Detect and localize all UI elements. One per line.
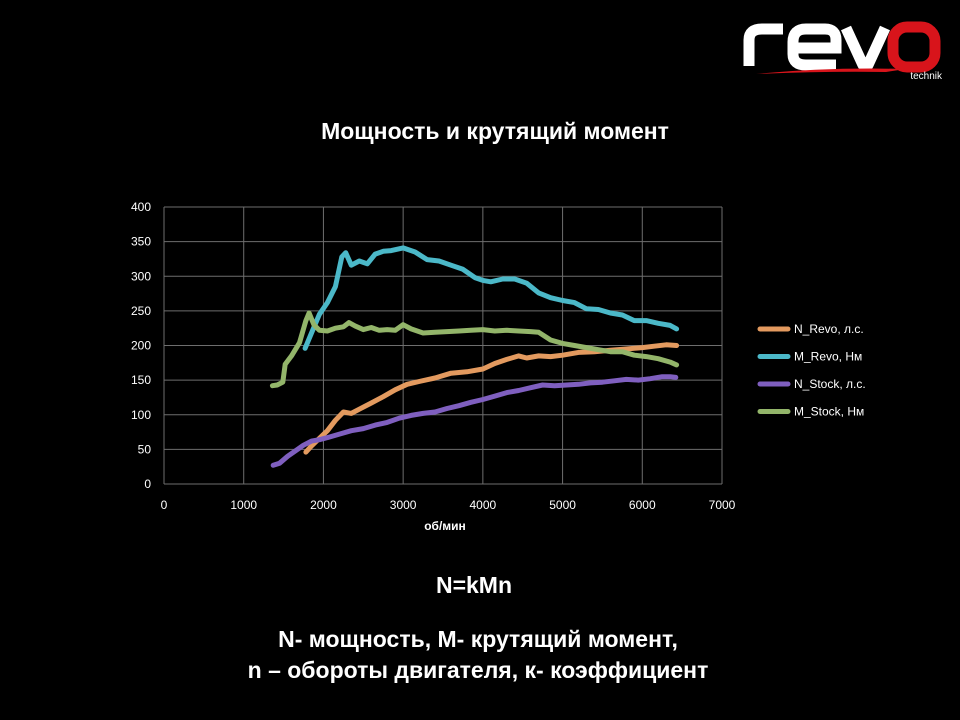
y-tick-label: 150: [131, 373, 151, 387]
description-line-2: n – обороты двигателя, к- коэффициент: [247, 657, 709, 683]
logo-letter-e: [787, 23, 842, 71]
x-tick-label: 5000: [549, 498, 576, 512]
logo-letter-v: [841, 25, 890, 71]
logo-letter-r: [743, 23, 783, 66]
y-tick-label: 100: [131, 408, 151, 422]
x-tick-label: 2000: [310, 498, 337, 512]
y-tick-label: 0: [144, 477, 151, 491]
x-tick-label: 0: [161, 498, 168, 512]
series-line-2: [302, 245, 680, 351]
formula-text: N=kMn: [435, 572, 513, 598]
legend-label: M_Stock, Нм: [794, 405, 864, 419]
description-line-1: N- мощность, M- крутящий момент,: [278, 626, 678, 652]
y-tick-label: 250: [131, 304, 151, 318]
legend-label: M_Revo, Нм: [794, 350, 862, 364]
y-tick-label: 350: [131, 235, 151, 249]
chart-title: Мощность и крутящий момент: [321, 118, 669, 144]
x-axis-title: об/мин: [424, 519, 466, 533]
series-line-3: [270, 374, 679, 468]
legend-label: N_Revo, л.с.: [794, 322, 864, 336]
y-tick-label: 50: [138, 442, 152, 456]
x-tick-label: 4000: [470, 498, 497, 512]
legend-label: N_Stock, л.с.: [794, 377, 866, 391]
logo-letter-o: [887, 21, 941, 73]
revo-technik-logo: technik: [736, 16, 948, 86]
x-tick-label: 3000: [390, 498, 417, 512]
y-tick-label: 300: [131, 269, 151, 283]
y-tick-label: 400: [131, 200, 151, 214]
x-tick-label: 6000: [629, 498, 656, 512]
x-tick-label: 7000: [709, 498, 736, 512]
logo-swoosh: [756, 68, 906, 74]
x-tick-label: 1000: [230, 498, 257, 512]
y-tick-label: 200: [131, 339, 151, 353]
logo-subtext: technik: [910, 71, 943, 82]
series-line-4: [269, 310, 680, 389]
